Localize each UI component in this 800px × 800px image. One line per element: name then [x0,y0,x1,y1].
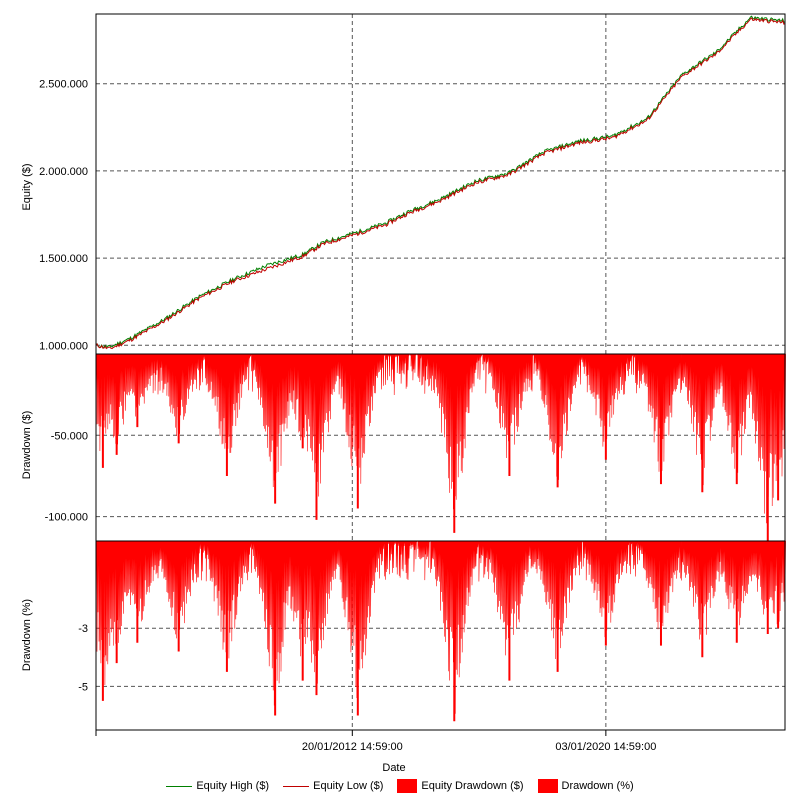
x-tick-label: 20/01/2012 14:59:00 [302,741,403,753]
legend-label-equity-low: Equity Low ($) [313,780,384,792]
plot-border [95,13,786,355]
legend-swatch-drawdown-percent [537,779,558,793]
y-tick-label: 2.000.000 [39,166,88,178]
series-line [95,15,786,348]
legend-label-equity-drawdown: Equity Drawdown ($) [421,780,524,792]
legend-item-equity-high: Equity High ($) [166,780,269,792]
x-axis-title: Date [382,762,405,774]
drawdown-dollar-y-axis-title: Drawdown ($) [21,411,33,479]
y-tick-label: -100.000 [45,512,88,524]
y-tick-label: -50.000 [51,430,88,442]
y-tick-label: 1.500.000 [39,253,88,265]
y-tick-label: -3 [78,623,88,635]
legend-item-equity-drawdown: Equity Drawdown ($) [397,779,524,793]
legend-swatch-equity-drawdown [397,779,418,793]
series-line [95,17,786,350]
legend-swatch-equity-high [166,785,193,787]
x-tick-label: 03/01/2020 14:59:00 [555,741,656,753]
legend-label-equity-high: Equity High ($) [196,780,270,792]
legend-item-drawdown-percent: Drawdown (%) [537,779,634,793]
chart-legend: Equity High ($) Equity Low ($) Equity Dr… [0,776,800,796]
y-tick-label: -5 [78,681,88,693]
drawdown-area [95,540,786,714]
y-tick-label: 2.500.000 [39,79,88,91]
plot-border [95,540,786,731]
legend-item-equity-low: Equity Low ($) [283,780,383,792]
drawdown-percent-y-axis-title: Drawdown (%) [21,599,33,671]
equity-y-axis-title: Equity ($) [21,163,33,210]
legend-swatch-equity-low [283,785,310,787]
y-tick-label: 1.000.000 [39,340,88,352]
legend-label-drawdown-percent: Drawdown (%) [561,780,634,792]
drawdown-area [95,353,786,532]
